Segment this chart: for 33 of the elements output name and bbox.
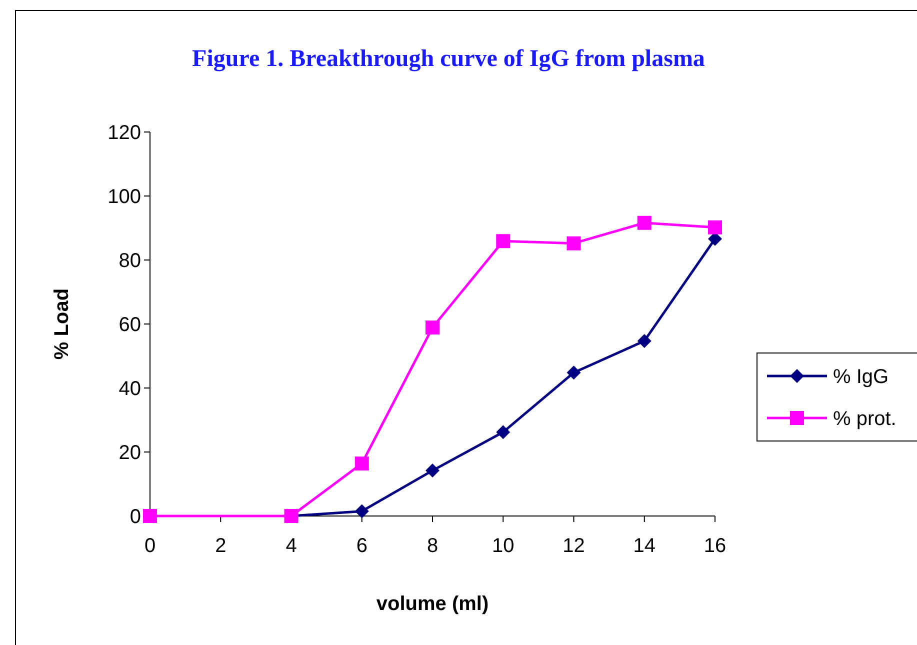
point bbox=[566, 366, 581, 380]
x-tick-label: 12 bbox=[562, 535, 585, 557]
x-tick-label: 2 bbox=[215, 535, 226, 557]
x-axis-title: volume (ml) bbox=[376, 593, 489, 615]
y-tick-label: 60 bbox=[118, 314, 141, 336]
x-tick-label: 14 bbox=[633, 535, 656, 557]
x-tick-label: 0 bbox=[144, 535, 156, 557]
legend-label: % prot. bbox=[833, 408, 896, 430]
x-tick-label: 8 bbox=[426, 535, 438, 557]
y-tick-label: 100 bbox=[108, 186, 141, 208]
y-tick-label: 120 bbox=[108, 122, 141, 144]
y-axis-title: % Load bbox=[51, 288, 73, 360]
x-tick-label: 4 bbox=[286, 535, 297, 557]
point bbox=[354, 456, 369, 471]
point bbox=[426, 320, 440, 335]
point bbox=[637, 216, 652, 230]
y-tick-label: 40 bbox=[118, 378, 141, 400]
point bbox=[566, 236, 581, 250]
x-tick-label: 10 bbox=[492, 535, 514, 557]
point bbox=[143, 509, 157, 523]
legend-label: % IgG bbox=[833, 366, 889, 388]
point bbox=[637, 334, 652, 348]
y-tick-label: 20 bbox=[118, 442, 141, 464]
y-tick-label: 0 bbox=[130, 506, 141, 528]
point bbox=[426, 464, 440, 478]
x-tick-label: 16 bbox=[704, 535, 726, 557]
point bbox=[496, 425, 510, 440]
chart-title: Figure 1. Breakthrough curve of IgG from plasma bbox=[192, 46, 705, 72]
x-tick-label: 6 bbox=[356, 535, 368, 557]
point bbox=[708, 220, 722, 234]
point bbox=[354, 504, 369, 518]
point bbox=[496, 234, 510, 248]
y-tick-label: 80 bbox=[118, 250, 141, 272]
